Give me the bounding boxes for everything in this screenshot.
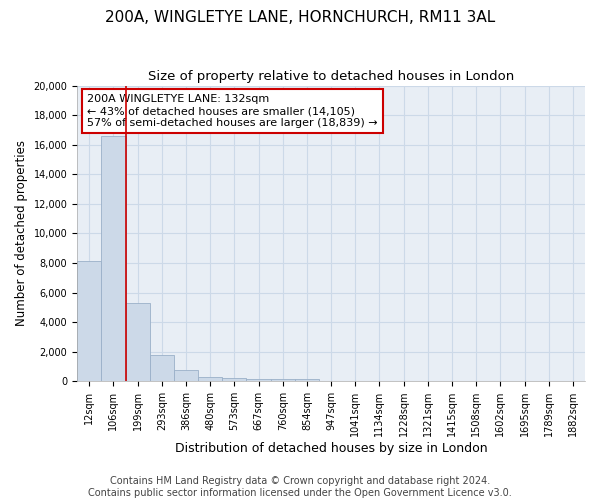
Title: Size of property relative to detached houses in London: Size of property relative to detached ho… — [148, 70, 514, 83]
Bar — [101, 136, 125, 381]
Bar — [295, 380, 319, 381]
Bar — [198, 377, 222, 381]
Y-axis label: Number of detached properties: Number of detached properties — [15, 140, 28, 326]
Bar — [150, 354, 174, 381]
Text: 200A WINGLETYE LANE: 132sqm
← 43% of detached houses are smaller (14,105)
57% of: 200A WINGLETYE LANE: 132sqm ← 43% of det… — [88, 94, 378, 128]
Bar — [125, 303, 150, 381]
Bar — [222, 378, 247, 381]
Text: Contains HM Land Registry data © Crown copyright and database right 2024.
Contai: Contains HM Land Registry data © Crown c… — [88, 476, 512, 498]
Bar — [271, 379, 295, 381]
Bar — [174, 370, 198, 381]
Bar — [247, 378, 271, 381]
Text: 200A, WINGLETYE LANE, HORNCHURCH, RM11 3AL: 200A, WINGLETYE LANE, HORNCHURCH, RM11 3… — [105, 10, 495, 25]
Bar — [77, 262, 101, 381]
X-axis label: Distribution of detached houses by size in London: Distribution of detached houses by size … — [175, 442, 487, 455]
